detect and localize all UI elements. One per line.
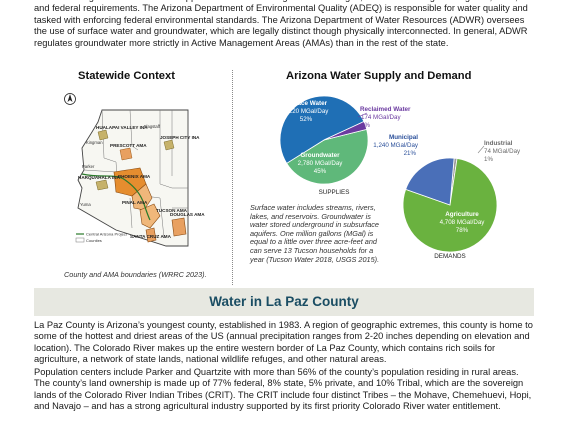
supplies-label: SUPPLIES [319,189,350,196]
surface-water-pct: 52% [300,116,313,123]
municipal-pct: 21% [404,150,417,157]
surface-water-slice [279,95,365,164]
municipal-name: Municipal [389,134,418,141]
water-pie-charts: Surface Water 3,220 MGal/Day 52% Groundw… [279,95,521,260]
map-label-harquahala: HARQUAHALA INA [78,175,121,180]
agriculture-pct: 78% [456,227,469,234]
reclaimed-leader [357,112,368,118]
prescott-ama-area [119,147,133,161]
surface-water-value: 3,220 MGal/Day [284,108,330,115]
water-supply-demand-title: Arizona Water Supply and Demand [286,70,472,82]
reclaimed-water-slice [323,121,368,141]
municipal-slice [405,157,455,206]
intro-paragraph: water challenges and take different appr… [34,0,528,48]
reclaimed-water-pct: 3% [361,122,370,129]
map-legend: Central Arizona Project Counties [75,232,128,243]
supplies-pie [279,95,369,185]
map-label-tucson: TUCSON AMA [156,208,188,213]
surface-water-name: Surface Water [285,100,328,107]
map-label-douglas: DOUGLAS AMA [170,212,205,217]
industrial-leader [477,145,485,154]
map-label-kingman: Kingman [86,140,103,145]
industrial-value: 74 MGal/Day [484,148,521,155]
hualapai-ina-area [97,129,109,141]
map-label-yuma: Yuma [80,202,91,207]
groundwater-name: Groundwater [300,152,340,159]
agriculture-value: 4,708 MGal/Day [440,219,486,226]
map-caption: County and AMA boundaries (WRRC 2023). [64,270,207,279]
map-label-hualapai: HUALAPAI VALLEY INA [96,125,148,130]
map-label-prescott: PRESCOTT AMA [110,143,147,148]
groundwater-value: 2,780 MGal/Day [298,160,344,167]
joseph-city-ina-area [163,139,175,151]
groundwater-slice [286,128,369,185]
map-label-flagstaff: Flagstaff [144,124,161,129]
agriculture-name: Agriculture [445,211,479,218]
municipal-value: 1,240 MGal/Day [373,142,419,149]
north-arrow-icon [64,93,76,105]
reclaimed-water-value: 174 MGal/Day [361,114,401,121]
map-label-pinal: PINAL AMA [122,200,148,205]
pinal-ama-area [131,183,153,211]
reclaimed-water-name: Reclaimed Water [360,106,411,113]
demands-label: DEMANDS [434,253,466,260]
map-label-parker: Parker [82,164,95,169]
demands-pie [402,157,498,253]
arizona-map: HUALAPAI VALLEY INA PRESCOTT AMA JOSEPH … [64,93,205,247]
cap-canal [81,173,151,221]
douglas-ama-area [171,217,187,237]
tucson-ama-area [139,203,161,229]
legend-counties: Counties [86,238,102,243]
statewide-context-title: Statewide Context [78,70,175,82]
lapaz-paragraph-2: Population centers include Parker and Qu… [34,367,532,411]
section-divider [232,70,233,285]
lapaz-paragraph-1: La Paz County is Arizona’s youngest coun… [34,320,533,364]
santa-cruz-ama-area [145,227,157,243]
map-label-joseph: JOSEPH CITY INA [160,135,200,140]
industrial-pct: 1% [484,156,493,163]
water-explanation: Surface water includes streams, rivers, … [250,203,380,264]
legend-cap: Central Arizona Project [86,232,128,237]
harquahala-ina-area [95,179,109,191]
industrial-name: Industrial [484,140,513,147]
map-label-phoenix: PHOENIX AMA [118,174,151,179]
lapaz-title: Water in La Paz County [209,294,359,309]
map-label-santacruz: SANTA CRUZ AMA [130,234,172,239]
lapaz-banner: Water in La Paz County [34,288,534,316]
groundwater-pct: 45% [314,168,327,175]
